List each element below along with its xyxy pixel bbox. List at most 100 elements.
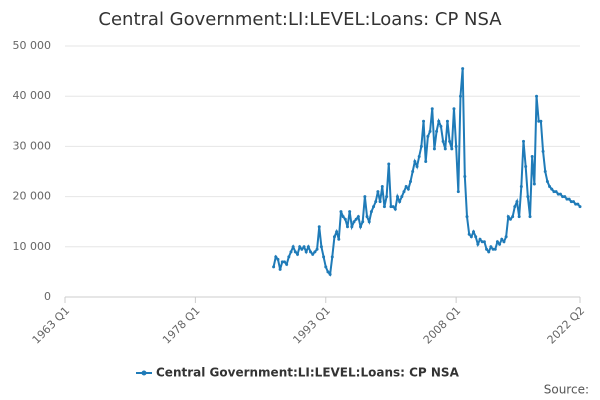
data-point — [454, 144, 458, 148]
data-point — [406, 187, 410, 191]
data-point — [445, 119, 449, 123]
data-point — [395, 195, 399, 199]
data-point — [541, 149, 545, 153]
data-point — [287, 255, 291, 259]
data-point — [469, 235, 473, 239]
data-point — [465, 215, 469, 219]
y-tick-label: 0 — [44, 290, 51, 303]
data-point — [400, 195, 404, 199]
data-point — [293, 250, 297, 254]
data-point — [422, 119, 426, 123]
data-point — [513, 205, 517, 209]
chart-title: Central Government:LI:LEVEL:Loans: CP NS… — [98, 9, 502, 30]
data-point — [272, 265, 276, 269]
data-point — [365, 215, 369, 219]
data-point — [482, 240, 486, 244]
data-point — [356, 215, 360, 219]
data-point — [535, 94, 539, 98]
data-point — [524, 164, 528, 168]
x-tick-label: 2008 Q1 — [421, 304, 464, 347]
data-point — [385, 195, 389, 199]
data-point — [545, 180, 549, 184]
data-point — [326, 270, 330, 274]
data-point — [476, 242, 480, 246]
data-point — [315, 247, 319, 251]
data-point — [291, 245, 295, 249]
data-point — [565, 197, 569, 201]
data-point — [543, 170, 547, 173]
data-point — [361, 220, 365, 224]
data-point — [452, 107, 456, 111]
data-point — [550, 187, 554, 191]
data-point — [448, 139, 452, 143]
data-point — [530, 154, 534, 158]
data-point — [441, 139, 445, 143]
y-tick-label: 20 000 — [13, 190, 52, 203]
data-point — [498, 242, 502, 246]
data-point — [296, 252, 300, 256]
data-point — [502, 240, 506, 244]
data-point — [571, 200, 575, 204]
data-point — [456, 190, 460, 194]
data-point — [339, 210, 343, 214]
data-point — [409, 180, 413, 184]
data-point — [567, 197, 571, 201]
data-point — [578, 205, 582, 209]
data-point — [500, 237, 504, 241]
data-point — [474, 235, 478, 239]
data-point — [508, 217, 512, 221]
y-tick-label: 10 000 — [13, 240, 52, 253]
data-point — [402, 190, 406, 194]
x-tick-label: 1963 Q1 — [30, 304, 73, 347]
data-point — [363, 195, 367, 199]
data-point — [300, 247, 304, 251]
data-point — [435, 129, 439, 133]
data-point — [450, 147, 454, 151]
data-point — [432, 147, 436, 151]
data-point — [539, 119, 543, 123]
data-point — [289, 250, 293, 254]
data-point — [443, 147, 447, 151]
data-point — [417, 154, 421, 158]
data-point — [419, 144, 423, 148]
data-point — [493, 247, 497, 251]
data-point — [467, 232, 471, 236]
legend-label: Central Government:LI:LEVEL:Loans: CP NS… — [156, 366, 460, 380]
data-point — [548, 185, 552, 189]
data-point — [374, 200, 378, 204]
data-point — [298, 245, 302, 249]
data-point — [472, 230, 476, 234]
data-point — [393, 207, 397, 211]
data-point — [563, 195, 567, 199]
data-point — [311, 252, 315, 256]
data-point — [309, 250, 313, 254]
data-point — [511, 215, 515, 219]
data-point — [354, 217, 358, 221]
data-point — [317, 225, 321, 229]
data-point — [382, 205, 386, 209]
y-tick-label: 40 000 — [13, 89, 52, 102]
data-point — [487, 250, 491, 254]
data-point — [532, 182, 536, 186]
data-point — [439, 124, 443, 128]
data-point — [517, 215, 521, 219]
data-point — [278, 267, 282, 271]
data-point — [569, 200, 573, 204]
data-point — [304, 250, 308, 254]
data-point — [341, 215, 345, 219]
x-tick-label: 1993 Q1 — [290, 304, 333, 347]
data-point — [411, 170, 415, 173]
data-point — [378, 200, 382, 204]
data-point — [322, 255, 326, 259]
data-point — [528, 215, 532, 219]
data-point — [274, 255, 278, 259]
data-point — [552, 190, 556, 194]
data-point — [313, 250, 317, 254]
data-point — [335, 230, 339, 234]
data-point — [576, 202, 580, 206]
data-point — [519, 185, 523, 189]
data-point — [280, 260, 284, 264]
data-point — [554, 190, 558, 194]
data-point — [561, 195, 565, 199]
